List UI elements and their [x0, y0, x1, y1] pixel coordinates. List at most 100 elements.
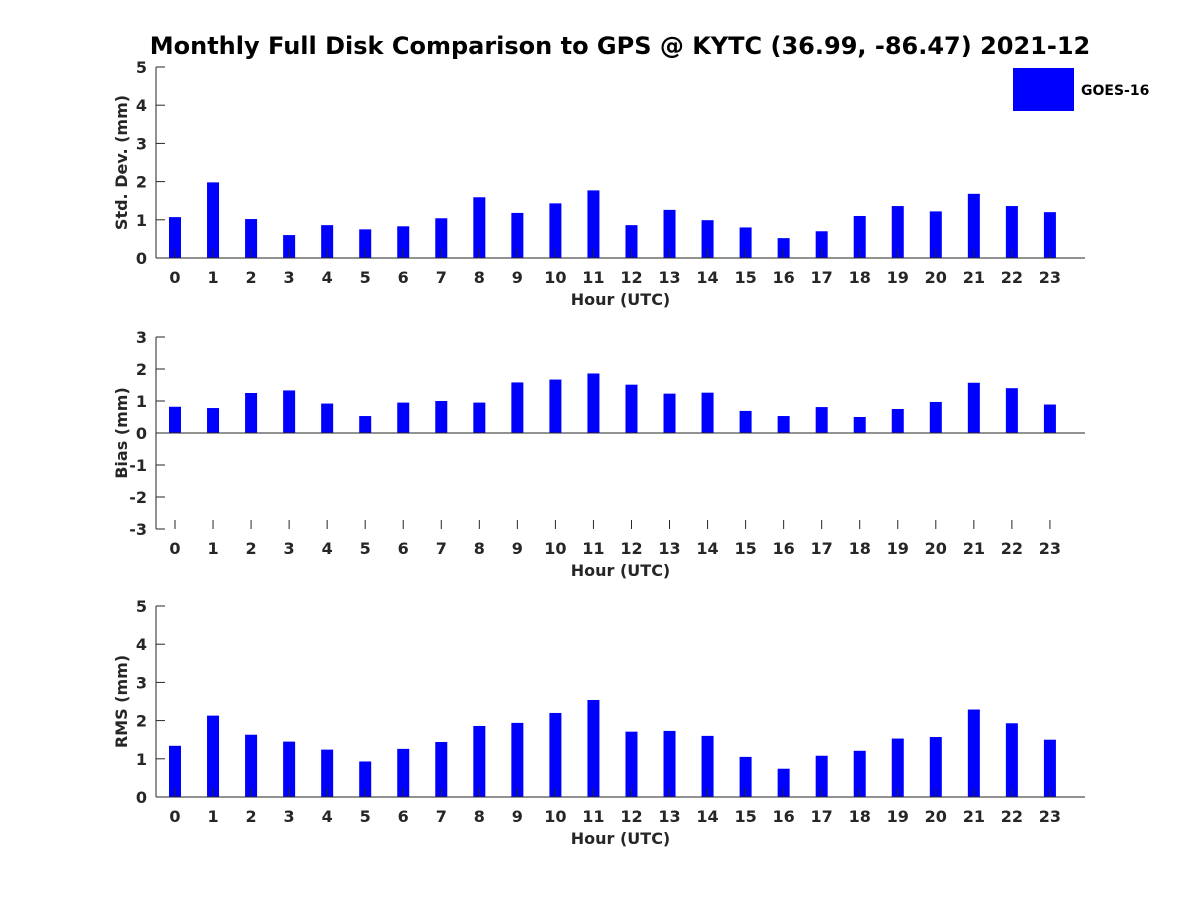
- bar: [1005, 388, 1018, 433]
- x-tick-label: 1: [207, 268, 218, 287]
- bar: [967, 193, 980, 258]
- bar: [929, 211, 942, 258]
- bar: [929, 737, 942, 797]
- x-tick-label: 7: [436, 807, 447, 826]
- bar: [321, 225, 334, 258]
- x-tick-label: 5: [360, 268, 371, 287]
- bar: [511, 722, 524, 797]
- y-tick-label: 3: [136, 673, 147, 692]
- x-axis-label: Hour (UTC): [571, 290, 671, 309]
- x-tick-label: 4: [322, 807, 333, 826]
- x-tick-label: 19: [887, 268, 909, 287]
- bar: [511, 382, 524, 433]
- bar: [929, 401, 942, 433]
- x-tick-label: 18: [849, 539, 871, 558]
- bar: [435, 741, 448, 797]
- x-tick-label: 12: [620, 268, 642, 287]
- bar: [1043, 404, 1056, 433]
- bar: [701, 392, 714, 433]
- y-tick-label: 2: [136, 173, 147, 192]
- x-tick-label: 23: [1039, 539, 1061, 558]
- y-axis-label: RMS (mm): [112, 655, 131, 748]
- bar: [891, 409, 904, 433]
- bar: [321, 403, 334, 433]
- x-tick-label: 1: [207, 539, 218, 558]
- x-tick-label: 12: [620, 807, 642, 826]
- bar: [359, 761, 372, 797]
- bar: [169, 217, 181, 258]
- y-tick-label: -1: [129, 456, 147, 475]
- bar: [511, 212, 524, 258]
- bar: [777, 238, 790, 258]
- x-tick-label: 1: [207, 807, 218, 826]
- y-tick-label: -2: [129, 488, 147, 507]
- y-tick-label: 1: [136, 211, 147, 230]
- x-tick-label: 14: [696, 268, 718, 287]
- y-tick-label: -3: [129, 520, 147, 539]
- x-tick-label: 17: [811, 539, 833, 558]
- bar: [359, 416, 372, 433]
- bar: [549, 379, 562, 433]
- bar: [625, 384, 638, 433]
- bar: [625, 731, 638, 797]
- x-tick-label: 11: [582, 807, 604, 826]
- bar: [777, 416, 790, 433]
- x-tick-label: 9: [512, 539, 523, 558]
- bar: [473, 725, 486, 797]
- bar: [587, 373, 600, 433]
- x-tick-label: 22: [1001, 539, 1023, 558]
- x-tick-label: 13: [658, 268, 680, 287]
- bar: [1005, 206, 1018, 258]
- bar: [245, 734, 258, 797]
- x-tick-label: 20: [925, 268, 947, 287]
- bar: [207, 182, 220, 258]
- x-tick-label: 20: [925, 807, 947, 826]
- bar: [245, 393, 258, 433]
- x-tick-label: 11: [582, 539, 604, 558]
- x-axis-label: Hour (UTC): [571, 561, 671, 580]
- bar: [663, 393, 676, 433]
- bar: [663, 730, 676, 797]
- bar: [283, 235, 296, 258]
- bar: [1043, 739, 1056, 797]
- bar: [549, 712, 562, 797]
- bar: [701, 735, 714, 797]
- x-tick-label: 15: [734, 268, 756, 287]
- bar: [435, 401, 448, 433]
- bar: [245, 219, 258, 258]
- bar: [815, 231, 828, 258]
- bar: [587, 699, 600, 797]
- bar: [891, 738, 904, 797]
- bar: [169, 745, 181, 797]
- x-tick-label: 17: [811, 268, 833, 287]
- bar: [891, 206, 904, 258]
- x-tick-label: 7: [436, 539, 447, 558]
- x-tick-label: 14: [696, 807, 718, 826]
- y-tick-label: 2: [136, 360, 147, 379]
- x-tick-label: 16: [773, 807, 795, 826]
- y-tick-label: 5: [136, 58, 147, 77]
- bar: [207, 715, 220, 797]
- x-tick-label: 6: [398, 807, 409, 826]
- bar: [359, 229, 372, 258]
- x-tick-label: 12: [620, 539, 642, 558]
- x-tick-label: 8: [474, 268, 485, 287]
- x-tick-label: 0: [169, 807, 180, 826]
- x-tick-label: 20: [925, 539, 947, 558]
- x-axis-label: Hour (UTC): [571, 829, 671, 848]
- bar: [435, 218, 448, 258]
- x-tick-label: 15: [734, 807, 756, 826]
- x-tick-label: 23: [1039, 268, 1061, 287]
- figure-title: Monthly Full Disk Comparison to GPS @ KY…: [150, 32, 1090, 60]
- x-tick-label: 17: [811, 807, 833, 826]
- bar: [739, 756, 752, 797]
- x-tick-label: 6: [398, 539, 409, 558]
- y-tick-label: 2: [136, 712, 147, 731]
- x-tick-label: 21: [963, 268, 985, 287]
- y-tick-label: 1: [136, 392, 147, 411]
